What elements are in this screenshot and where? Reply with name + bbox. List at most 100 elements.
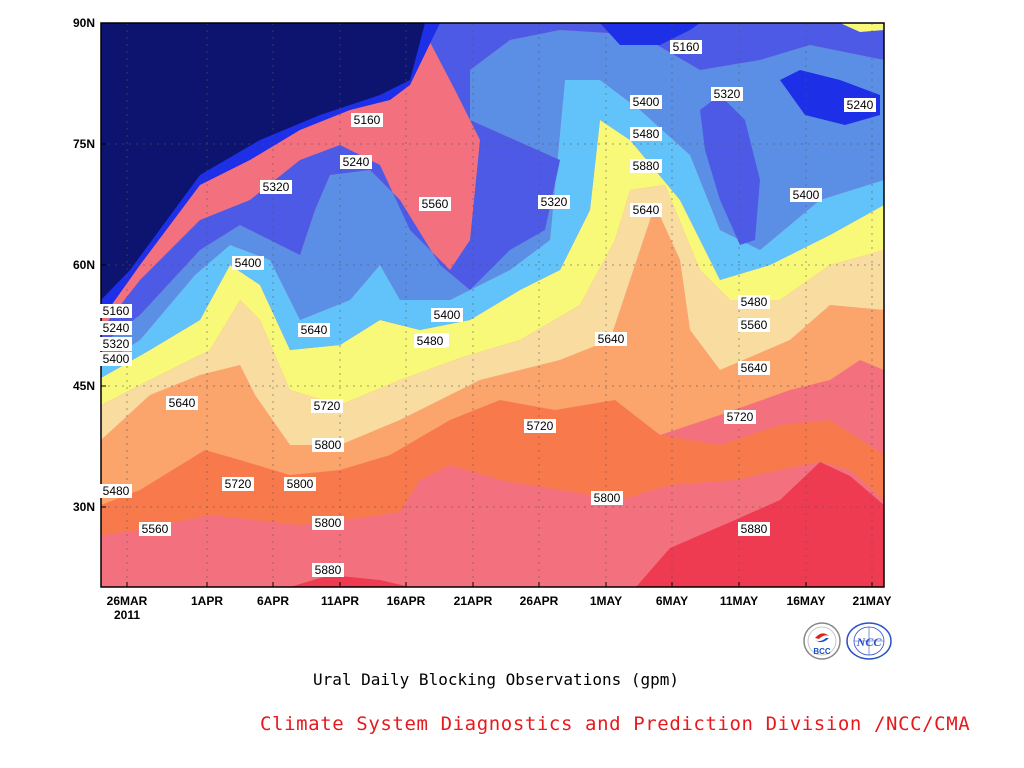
band-5240-island <box>700 95 760 245</box>
contour-label-bg <box>312 563 344 577</box>
x-tick-label: 21APR <box>454 594 493 608</box>
contour-label-bg <box>595 332 627 346</box>
y-axis: 90N 75N 60N 45N 30N <box>73 16 106 514</box>
contour-label: 5640 <box>633 203 660 217</box>
ncc-logo: NCC <box>845 621 893 661</box>
band-5320 <box>101 30 884 365</box>
contour-label: 5800 <box>315 516 342 530</box>
contour-label-bg <box>298 323 330 337</box>
contour-label: 5160 <box>354 113 381 127</box>
x-tick-label: 6MAY <box>656 594 688 608</box>
contour-label: 5240 <box>343 155 370 169</box>
contour-label: 5720 <box>727 410 754 424</box>
band-top-yellow <box>840 23 884 32</box>
contour-label-bg <box>312 438 344 452</box>
contour-label: 5400 <box>434 308 461 322</box>
contour-label-bg <box>100 337 132 351</box>
contour-label: 5320 <box>103 337 130 351</box>
contour-label-bg <box>166 396 198 410</box>
ncc-logo-text: NCC <box>856 635 883 649</box>
x-tick-label: 16APR <box>387 594 426 608</box>
y-tick-label: 30N <box>73 500 95 514</box>
contour-label-bg <box>538 195 570 209</box>
contour-label: 5880 <box>315 563 342 577</box>
band-5880-small <box>290 575 410 587</box>
bcc-logo: BCC <box>802 621 842 661</box>
contour-label: 5400 <box>793 188 820 202</box>
contour-label: 5480 <box>417 334 444 348</box>
x-tick-label: 26MAR <box>107 594 148 608</box>
contour-label-bg <box>431 308 463 322</box>
contour-label-bg <box>414 334 446 348</box>
contour-label: 5640 <box>301 323 328 337</box>
contour-label-bg <box>738 318 770 332</box>
contour-label: 5160 <box>673 40 700 54</box>
contour-label-bg <box>630 203 662 217</box>
contour-label-bg <box>340 155 372 169</box>
contour-label-bg <box>284 477 316 491</box>
band-5720 <box>101 400 884 587</box>
band-5240 <box>101 23 884 345</box>
x-tick-label: 26APR <box>520 594 559 608</box>
contour-label-bg <box>738 361 770 375</box>
contour-label: 5480 <box>103 484 130 498</box>
contour-label: 5400 <box>235 256 262 270</box>
band-5480 <box>101 120 884 405</box>
contour-label-bg <box>630 127 662 141</box>
contour-label: 5240 <box>847 98 874 112</box>
contour-label-bg <box>139 522 171 536</box>
contour-label: 5720 <box>527 419 554 433</box>
x-tick-label: 11APR <box>321 594 359 608</box>
x-tick-label: 21MAY <box>853 594 892 608</box>
contour-label: 5240 <box>103 321 130 335</box>
x-tick-label: 16MAY <box>787 594 826 608</box>
contour-label-bg <box>790 188 822 202</box>
band-below-5160 <box>101 23 425 300</box>
contour-label-bg <box>232 256 264 270</box>
x-tick-label: 6APR <box>257 594 289 608</box>
y-tick-label: 90N <box>73 16 95 30</box>
x-axis: 26MAR 1APR 6APR 11APR 16APR 21APR 26APR 1MAY 6MA… <box>107 582 892 608</box>
contour-label: 5560 <box>741 318 768 332</box>
contour-label-bg <box>591 491 623 505</box>
contour-label: 5640 <box>741 361 768 375</box>
contour-label-bg <box>844 98 876 112</box>
contour-label-bg <box>100 352 132 366</box>
contour-label: 5320 <box>263 180 290 194</box>
x-year-label: 2011 <box>114 608 140 622</box>
contour-label: 5320 <box>714 87 741 101</box>
contour-label-bg <box>311 399 343 413</box>
contour-label-bg <box>419 197 451 211</box>
y-tick-label: 75N <box>73 137 95 151</box>
contour-label: 5800 <box>315 438 342 452</box>
contour-label-bg <box>630 159 662 173</box>
contour-label-bg <box>524 419 556 433</box>
contour-label: 5400 <box>633 95 660 109</box>
contour-label-bg <box>312 516 344 530</box>
band-5160-top <box>600 23 700 45</box>
y-tick-label: 60N <box>73 258 95 272</box>
contour-label-bg <box>351 113 383 127</box>
contour-label-bg <box>100 321 132 335</box>
contour-label: 5640 <box>169 396 196 410</box>
x-tick-label: 1MAY <box>590 594 622 608</box>
contour-labels: 5160 5240 5320 5400 5480 5560 5640 5720 5800 5880… <box>100 40 876 577</box>
contour-label: 5320 <box>541 195 568 209</box>
contour-label-bg <box>222 477 254 491</box>
contour-label: 5560 <box>422 197 449 211</box>
contour-label-bg <box>724 410 756 424</box>
contour-label-bg <box>670 40 702 54</box>
credit-footer: Climate System Diagnostics and Predictio… <box>260 713 971 735</box>
bcc-logo-text: BCC <box>813 647 831 656</box>
band-5400 <box>101 80 884 378</box>
contour-label: 5880 <box>741 522 768 536</box>
contour-label: 5800 <box>287 477 314 491</box>
y-tick-label: 45N <box>73 379 95 393</box>
contour-label: 5480 <box>633 127 660 141</box>
contour-label-bg <box>100 484 132 498</box>
chart-caption: Ural Daily Blocking Observations (gpm) <box>312 670 680 689</box>
contour-label-bg <box>711 87 743 101</box>
contour-label-bg <box>738 295 770 309</box>
contour-label: 5720 <box>314 399 341 413</box>
